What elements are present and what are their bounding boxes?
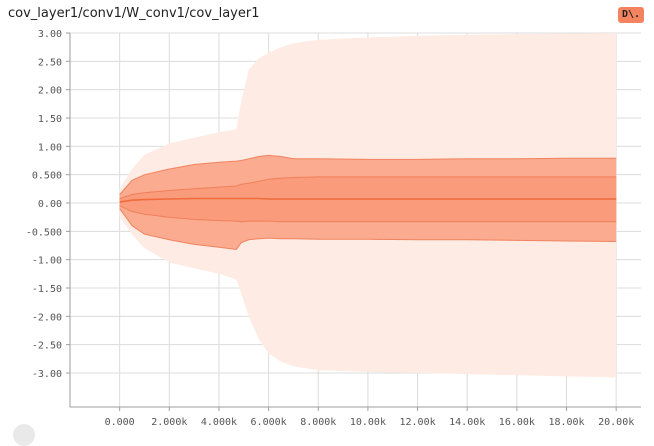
y-tick-label: 1.00 <box>38 142 62 153</box>
y-tick-label: 3.00 <box>38 29 62 40</box>
series-line-6 <box>119 208 617 251</box>
y-tick-label: 2.00 <box>38 86 62 97</box>
x-tick-label: 8.000k <box>300 417 336 428</box>
series-line-median <box>119 197 617 203</box>
y-tick-label: -2.50 <box>32 341 62 352</box>
x-tick-label: 16.00k <box>499 417 535 428</box>
y-tick-label: 0.500 <box>32 171 62 182</box>
x-tick-label: 20.00k <box>598 417 634 428</box>
y-tick-label: -1.50 <box>32 284 62 295</box>
y-tick-label: -0.500 <box>26 227 62 238</box>
histogram-chart: 3.00 2.50 2.00 1.50 1.00 0.500 0.00 -0.500 -1.00… <box>26 29 641 428</box>
series-line-5 <box>119 205 617 223</box>
x-tick-label: 10.00k <box>350 417 386 428</box>
x-tick-label: 14.00k <box>449 417 485 428</box>
y-tick-label: 1.50 <box>38 114 62 125</box>
series-line-2 <box>119 154 617 195</box>
x-tick-label: 18.00k <box>548 417 584 428</box>
y-tick-label: -3.00 <box>32 369 62 380</box>
y-tick-label: 2.50 <box>38 57 62 68</box>
data-download-button[interactable]: D\. <box>618 7 644 23</box>
x-tick-label: 6.000k <box>251 417 287 428</box>
x-tick-label: 2.000k <box>151 417 187 428</box>
chart-title: cov_layer1/conv1/W_conv1/cov_layer1 <box>8 6 260 21</box>
x-tick-label: 12.00k <box>400 417 436 428</box>
x-tick-label: 0.000 <box>105 417 135 428</box>
y-tick-label: 0.00 <box>38 199 62 210</box>
x-tick-label: 4.000k <box>201 417 237 428</box>
y-tick-label: -2.00 <box>32 312 62 323</box>
expand-handle-icon[interactable] <box>13 424 35 446</box>
series-line-3 <box>119 176 617 199</box>
y-tick-label: -1.00 <box>32 256 62 267</box>
